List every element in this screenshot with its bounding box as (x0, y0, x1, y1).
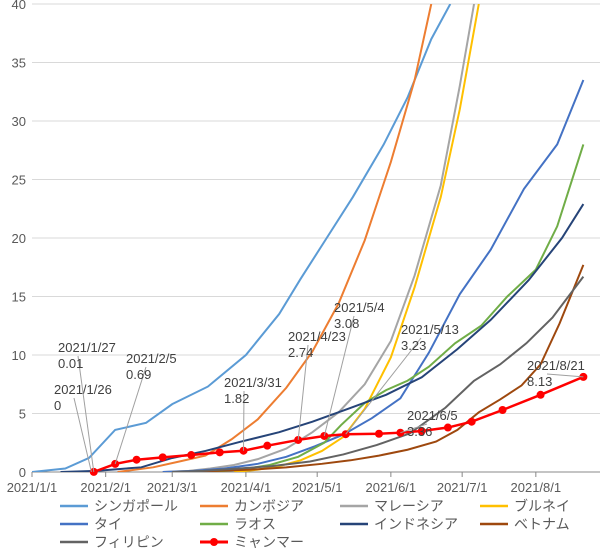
marker (468, 418, 476, 426)
x-tick-label: 2021/3/1 (147, 480, 198, 495)
legend-label: カンボジア (234, 498, 304, 514)
y-tick-label: 30 (12, 114, 26, 129)
y-tick-label: 10 (12, 348, 26, 363)
legend-label: ラオス (234, 516, 276, 532)
series-ラオス (210, 144, 583, 472)
marker (187, 451, 195, 459)
x-tick-label: 2021/1/1 (7, 480, 58, 495)
x-tick-label: 2021/8/1 (511, 480, 562, 495)
callout-value: 0 (54, 398, 61, 413)
marker (216, 448, 224, 456)
legend-label: インドネシア (374, 516, 458, 532)
legend-label: シンガポール (94, 498, 178, 514)
legend-label: マレーシア (374, 498, 444, 514)
chart-svg: 0 5 10 15 20 25 30 35 40 2021/1/1 2021/2/1 2021/3/1… (0, 0, 605, 559)
legend-label: ミャンマー (234, 534, 304, 550)
y-tick-label: 5 (19, 407, 26, 422)
callout-value: 8.13 (527, 374, 552, 389)
x-tick-label: 2021/7/1 (437, 480, 488, 495)
marker (375, 430, 383, 438)
y-tick-label: 0 (19, 465, 26, 480)
callout-date: 2021/5/13 (401, 322, 459, 337)
legend-label: フィリピン (94, 534, 164, 550)
x-tick-label: 2021/5/1 (292, 480, 343, 495)
marker (499, 406, 507, 414)
x-tick-label: 2021/4/1 (221, 480, 272, 495)
y-tick-label: 35 (12, 56, 26, 71)
callout-value: 1.82 (224, 391, 249, 406)
marker (159, 453, 167, 461)
y-tick-label: 20 (12, 231, 26, 246)
legend-label: ベトナム (514, 516, 570, 532)
y-tick-label: 15 (12, 290, 26, 305)
callout-value: 3.36 (407, 424, 432, 439)
callout-date: 2021/6/5 (407, 408, 458, 423)
callout-date: 2021/3/31 (224, 375, 282, 390)
legend-marker (210, 538, 218, 546)
callout-value: 2.74 (288, 345, 313, 360)
marker (444, 424, 452, 432)
x-tick-label: 2021/2/1 (80, 480, 131, 495)
callout-date: 2021/5/4 (334, 300, 385, 315)
callout-value: 0.01 (58, 356, 83, 371)
x-tick-label: 2021/6/1 (366, 480, 417, 495)
y-tick-label: 40 (12, 0, 26, 12)
series-ミャンマー (94, 377, 584, 472)
callout-date: 2021/8/21 (527, 358, 585, 373)
y-tick-label: 25 (12, 173, 26, 188)
callout-value: 0.69 (126, 367, 151, 382)
marker (537, 391, 545, 399)
callout-value: 3.23 (401, 338, 426, 353)
callout-value: 3.08 (334, 316, 359, 331)
callout-date: 2021/1/27 (58, 340, 116, 355)
callout-date: 2021/4/23 (288, 329, 346, 344)
callout-date: 2021/2/5 (126, 351, 177, 366)
callout-leader (547, 374, 583, 377)
marker (133, 456, 141, 464)
legend-label: ブルネイ (514, 498, 570, 514)
legend-label: タイ (94, 516, 122, 532)
vaccination-trend-chart: 0 5 10 15 20 25 30 35 40 2021/1/1 2021/2/1 2021/3/1… (0, 0, 605, 559)
marker (263, 442, 271, 450)
